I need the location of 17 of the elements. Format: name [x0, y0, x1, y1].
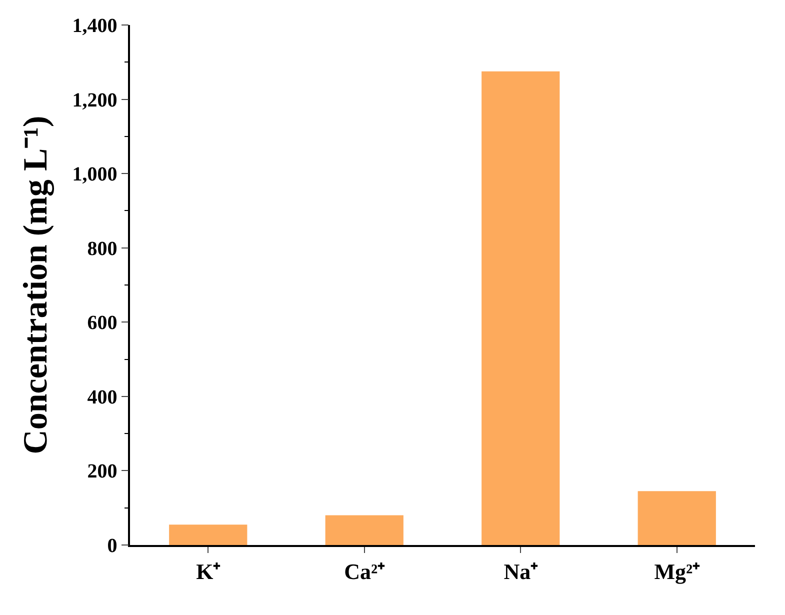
x-tick-label: Ca²⁺	[344, 559, 386, 584]
y-tick-label: 1,000	[72, 164, 118, 186]
bar	[325, 515, 404, 545]
bar	[169, 524, 248, 545]
y-tick-label: 1,200	[72, 89, 118, 112]
x-tick-label: K⁺	[196, 559, 222, 584]
y-tick-label: 200	[87, 460, 118, 483]
x-tick-label: Na⁺	[504, 559, 539, 584]
y-axis-title: Concentration (mg L⁻¹)	[17, 116, 54, 454]
y-tick-label: 800	[87, 238, 118, 260]
bar	[638, 491, 716, 545]
y-tick-label: 600	[87, 312, 118, 334]
y-tick-label: 0	[107, 535, 118, 557]
x-tick-label: Mg²⁺	[654, 559, 701, 584]
y-tick-label: 1,400	[72, 15, 118, 37]
bar	[482, 71, 560, 545]
y-tick-label: 400	[87, 386, 118, 408]
